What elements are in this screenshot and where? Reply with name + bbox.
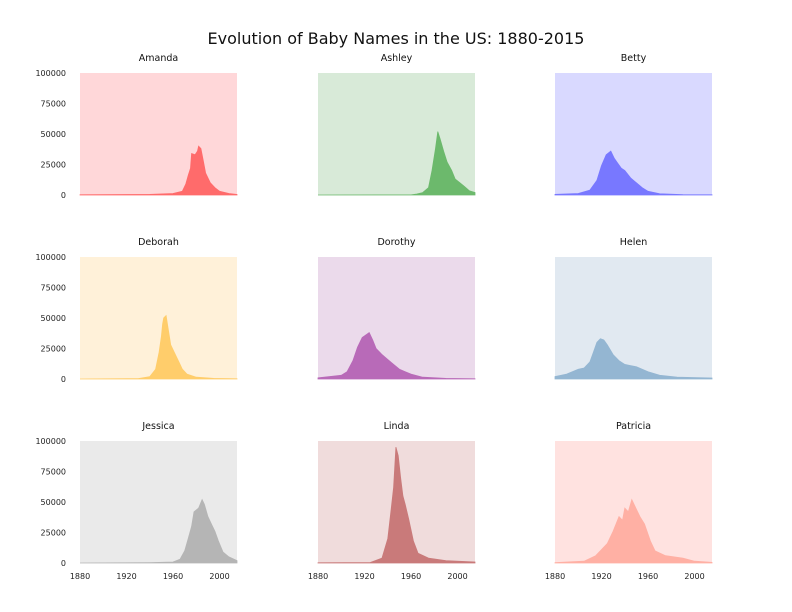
panel-title: Jessica — [141, 421, 174, 432]
panel-title: Amanda — [139, 53, 178, 64]
y-tick-label: 25000 — [41, 529, 66, 538]
area-series-patricia — [554, 498, 713, 564]
x-tick-label: 1960 — [163, 572, 183, 581]
panel-betty: Betty — [554, 53, 713, 196]
y-tick-label: 100000 — [35, 253, 66, 262]
panel-background — [80, 73, 237, 195]
panel-title: Ashley — [381, 53, 413, 64]
chart-title: Evolution of Baby Names in the US: 1880-… — [208, 29, 585, 48]
panel-title: Deborah — [138, 237, 179, 248]
x-tick-label: 2000 — [447, 572, 467, 581]
area-series-helen — [554, 338, 713, 380]
x-tick-label: 1880 — [70, 572, 90, 581]
panel-amanda: Amanda 0 25000 50000 75000 100000 — [35, 53, 238, 200]
x-tick-label: 1880 — [545, 572, 565, 581]
panel-background — [555, 257, 712, 379]
y-tick-label: 25000 — [41, 345, 66, 354]
panel-title: Helen — [620, 237, 648, 248]
x-tick-label: 1920 — [116, 572, 136, 581]
panel-title: Linda — [384, 421, 410, 432]
x-tick-label: 1920 — [591, 572, 611, 581]
x-tick-label: 2000 — [684, 572, 704, 581]
panel-linda: Linda 1880 1920 1960 2000 — [308, 421, 476, 581]
panels-group: Amanda 0 25000 50000 75000 100000 Ashley Betty D… — [35, 53, 713, 581]
y-tick-label: 50000 — [41, 130, 66, 139]
y-tick-label: 50000 — [41, 498, 66, 507]
y-tick-label: 75000 — [41, 284, 66, 293]
panel-background — [318, 257, 475, 379]
x-tick-label: 2000 — [209, 572, 229, 581]
area-series-betty — [554, 150, 713, 196]
area-series-deborah — [79, 314, 238, 380]
panel-helen: Helen — [554, 237, 713, 380]
y-tick-label: 75000 — [41, 100, 66, 109]
area-series-linda — [317, 446, 476, 564]
area-series-jessica — [79, 498, 238, 564]
y-tick-label: 50000 — [41, 314, 66, 323]
x-tick-label: 1960 — [638, 572, 658, 581]
y-tick-label: 25000 — [41, 161, 66, 170]
y-tick-label: 100000 — [35, 437, 66, 446]
panel-deborah: Deborah 0 25000 50000 75000 100000 — [35, 237, 238, 384]
y-tick-label: 0 — [61, 559, 66, 568]
panel-background — [555, 73, 712, 195]
x-tick-label: 1920 — [354, 572, 374, 581]
y-tick-label: 75000 — [41, 468, 66, 477]
area-series-amanda — [79, 145, 238, 196]
panel-title: Dorothy — [377, 237, 415, 248]
y-tick-label: 0 — [61, 375, 66, 384]
y-tick-label: 0 — [61, 191, 66, 200]
panel-jessica: Jessica 0 25000 50000 75000 100000 1880 1920 196… — [35, 421, 238, 581]
x-tick-label: 1880 — [308, 572, 328, 581]
panel-patricia: Patricia 1880 1920 1960 2000 — [545, 421, 713, 581]
y-tick-label: 100000 — [35, 69, 66, 78]
panel-dorothy: Dorothy — [317, 237, 476, 380]
panel-title: Patricia — [616, 421, 651, 432]
area-series-dorothy — [317, 331, 476, 380]
panel-title: Betty — [621, 53, 647, 64]
panel-ashley: Ashley — [317, 53, 476, 196]
x-tick-label: 1960 — [401, 572, 421, 581]
area-series-ashley — [317, 131, 476, 196]
